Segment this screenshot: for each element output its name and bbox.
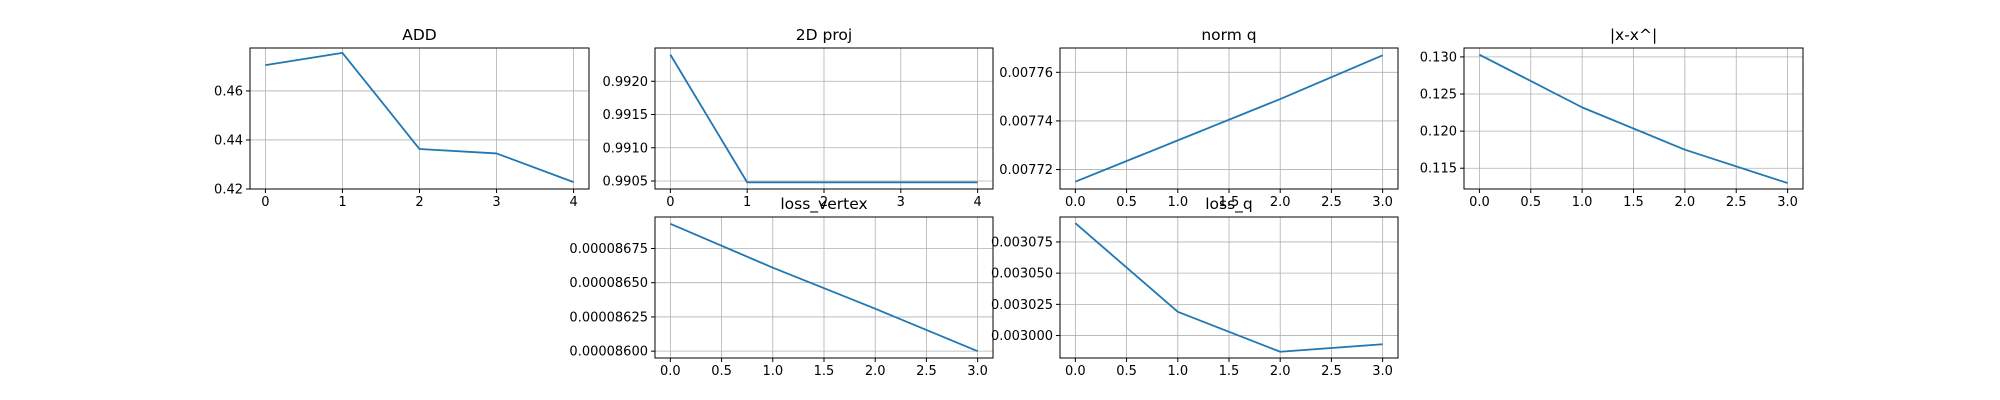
x-tick-label: 3: [492, 195, 500, 210]
x-tick-label: 2.5: [916, 364, 937, 379]
x-tick-label: 0.0: [660, 364, 681, 379]
x-tick-label: 1.5: [1219, 364, 1240, 379]
x-tick-label: 4: [973, 195, 981, 210]
x-tick-label: 1.0: [1167, 195, 1188, 210]
subplot-title: norm q: [1201, 26, 1256, 44]
y-tick-label: 0.9910: [603, 141, 649, 156]
subplot-4: 0.0 0.5 1.0 1.5 2.0 2.5 3.0 0.115 0.120 0.125 0.13…: [1420, 26, 1804, 210]
y-tick-label: 0.00008650: [569, 276, 648, 291]
y-tick-label: 0.003025: [991, 298, 1053, 313]
subplot-2: 0 1 2 3 4 0.9905 0.9910 0.9915 0.9920 2D proj: [603, 26, 994, 210]
y-tick-label: 0.00008600: [569, 345, 648, 360]
y-tick-label: 0.003050: [991, 267, 1053, 282]
x-tick-label: 2.0: [1270, 195, 1291, 210]
x-tick-label: 1: [743, 195, 751, 210]
subplot-title: ADD: [402, 26, 437, 44]
x-tick-label: 1.0: [762, 364, 783, 379]
x-tick-label: 0.0: [1065, 195, 1086, 210]
x-tick-label: 2: [415, 195, 423, 210]
x-tick-label: 1.5: [814, 364, 835, 379]
subplot-title: loss_vertex: [780, 195, 867, 214]
series-line: [670, 223, 978, 352]
x-tick-label: 3.0: [967, 364, 988, 379]
x-tick-label: 2.5: [1726, 195, 1747, 210]
x-tick-label: 1.5: [1623, 195, 1644, 210]
x-tick-label: 2.0: [1675, 195, 1696, 210]
y-tick-label: 0.00008675: [569, 242, 648, 257]
x-tick-label: 3.0: [1777, 195, 1798, 210]
subplot-3: 0.0 0.5 1.0 1.5 2.0 2.5 3.0 0.00772 0.00774 0.007…: [999, 26, 1399, 210]
y-tick-label: 0.00772: [999, 163, 1053, 178]
y-tick-label: 0.003075: [991, 235, 1053, 250]
x-tick-label: 3.0: [1372, 195, 1393, 210]
x-tick-label: 0: [666, 195, 674, 210]
x-tick-label: 1.5: [1219, 195, 1240, 210]
series-line: [1075, 54, 1383, 183]
series-line: [1074, 222, 1383, 353]
subplot-title: 2D proj: [796, 26, 852, 44]
x-tick-label: 2.0: [1270, 364, 1291, 379]
x-tick-label: 3: [897, 195, 905, 210]
y-tick-label: 0.115: [1420, 162, 1457, 177]
x-tick-label: 2.5: [1321, 195, 1342, 210]
x-tick-label: 0.5: [711, 364, 732, 379]
subplot-1: 0 1 2 3 4 0.42 0.44 0.46 ADD: [214, 26, 590, 210]
y-tick-label: 0.9915: [603, 108, 649, 123]
x-tick-label: 1.0: [1167, 364, 1188, 379]
y-tick-label: 0.130: [1420, 50, 1457, 65]
x-tick-label: 0.0: [1469, 195, 1490, 210]
x-tick-label: 0.5: [1116, 364, 1137, 379]
y-tick-label: 0.00776: [999, 66, 1053, 81]
subplot-5: 0.0 0.5 1.0 1.5 2.0 2.5 3.0 0.00008600 0.0000862…: [569, 195, 994, 379]
subplot-title: |x-x^|: [1610, 26, 1657, 44]
y-tick-label: 0.120: [1420, 125, 1457, 140]
subplot-title: loss_q: [1205, 195, 1253, 214]
x-tick-label: 2.5: [1321, 364, 1342, 379]
series-line: [265, 52, 574, 183]
subplot-6: 0.0 0.5 1.0 1.5 2.0 2.5 3.0 0.003000 0.003025 0.0…: [991, 195, 1399, 379]
x-tick-label: 1.0: [1572, 195, 1593, 210]
x-tick-label: 2.0: [865, 364, 886, 379]
y-tick-label: 0.9905: [603, 175, 649, 190]
x-tick-label: 3.0: [1372, 364, 1393, 379]
x-tick-label: 0: [261, 195, 269, 210]
y-tick-label: 0.9920: [603, 75, 649, 90]
x-tick-label: 0.5: [1520, 195, 1541, 210]
x-tick-label: 2: [820, 195, 828, 210]
series-line: [1478, 53, 1788, 184]
y-tick-label: 0.46: [214, 84, 243, 99]
y-tick-label: 0.00008625: [569, 310, 648, 325]
y-tick-label: 0.003000: [991, 329, 1053, 344]
x-tick-label: 1: [338, 195, 346, 210]
x-tick-label: 4: [569, 195, 577, 210]
x-tick-label: 0.0: [1065, 364, 1086, 379]
y-tick-label: 0.00774: [999, 114, 1053, 129]
y-tick-label: 0.44: [214, 133, 243, 148]
x-tick-label: 0.5: [1116, 195, 1137, 210]
y-tick-label: 0.42: [214, 183, 243, 198]
y-tick-label: 0.125: [1420, 88, 1457, 103]
series-line: [669, 54, 978, 184]
